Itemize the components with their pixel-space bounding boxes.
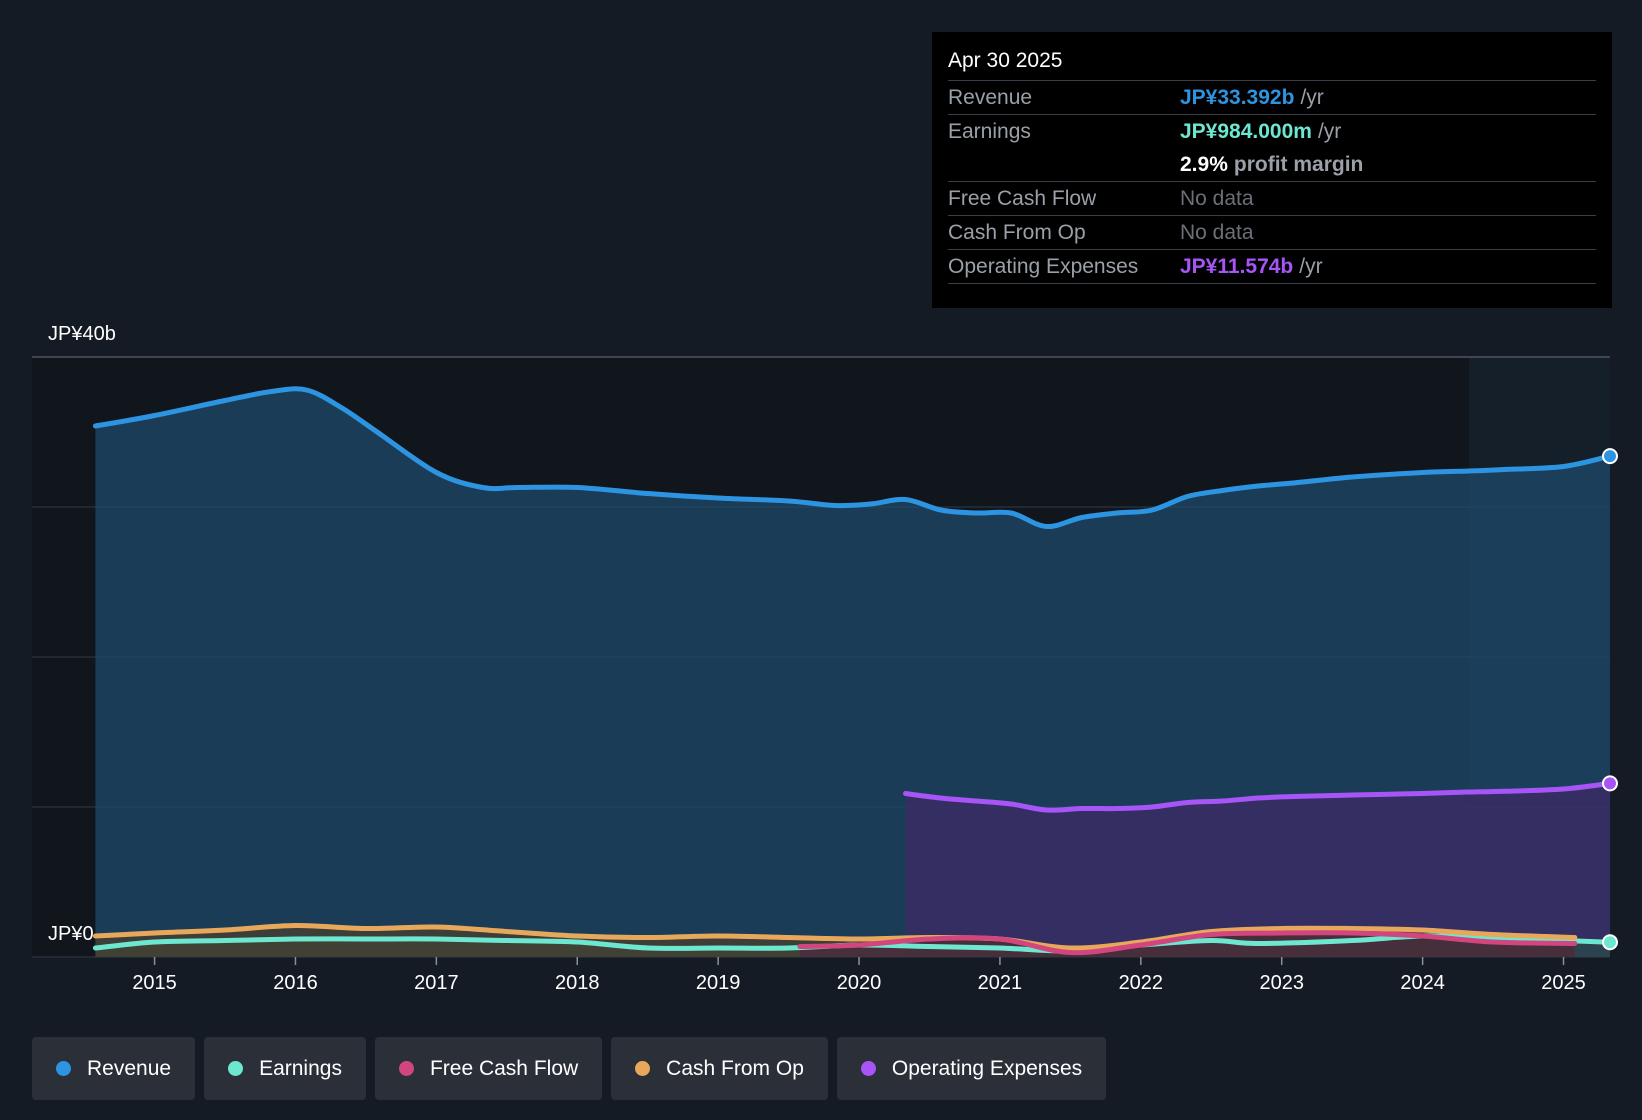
tooltip-row-profit-margin: 2.9% profit margin <box>948 148 1596 182</box>
legend-item-operating-expenses[interactable]: Operating Expenses <box>836 1037 1107 1100</box>
tooltip-unit: /yr <box>1317 120 1342 143</box>
legend-dot-icon <box>398 1061 414 1076</box>
tooltip-row-cash-from-op: Cash From Op No data <box>948 216 1596 250</box>
legend-label: Revenue <box>87 1056 172 1080</box>
tooltip-label: Operating Expenses <box>948 255 1139 278</box>
tooltip-label: Revenue <box>948 86 1033 109</box>
end-markers <box>1602 448 1618 951</box>
revenue-end-marker <box>1602 448 1618 465</box>
operating-expenses-end-marker <box>1602 775 1618 792</box>
tooltip-row-operating-expenses: Operating Expenses JP¥11.574b/yr <box>948 250 1596 284</box>
x-tick-label: 2022 <box>1119 972 1164 994</box>
x-tick-label: 2021 <box>978 972 1023 994</box>
cash-from-op-line <box>92 922 1578 951</box>
operating-expenses-area <box>905 783 1610 957</box>
x-tick-label: 2015 <box>132 972 177 994</box>
tooltip-value: JP¥33.392b <box>1180 86 1295 109</box>
legend-item-free-cash-flow[interactable]: Free Cash Flow <box>374 1037 603 1100</box>
x-tick-label: 2016 <box>273 972 318 994</box>
tooltip-value: JP¥11.574b <box>1180 255 1294 278</box>
legend-label: Operating Expenses <box>891 1056 1083 1080</box>
legend-dot-icon <box>228 1061 244 1076</box>
y-axis-top-label: JP¥40b <box>48 323 116 345</box>
legend-dot-icon <box>860 1061 876 1076</box>
tooltip-label: Earnings <box>948 120 1031 143</box>
tooltip-label: Cash From Op <box>948 221 1086 244</box>
x-tick-label: 2018 <box>555 972 600 994</box>
legend-label: Free Cash Flow <box>429 1056 579 1080</box>
y-axis-bottom-label: JP¥0 <box>48 923 94 945</box>
tooltip-unit: /yr <box>1299 255 1323 278</box>
tooltip-value: JP¥984.000m <box>1180 120 1312 143</box>
x-tick-label: 2019 <box>696 972 741 994</box>
tooltip-unit: /yr <box>1300 86 1324 109</box>
earnings-end-marker <box>1602 934 1618 951</box>
series-areas <box>95 388 1610 957</box>
legend: Revenue Earnings Free Cash Flow Cash Fro… <box>32 1037 1107 1100</box>
tooltip-label: Free Cash Flow <box>948 187 1097 210</box>
x-axis-ticks: 2015 2016 2017 2018 2019 2020 2021 2022 2023 2024… <box>132 957 1586 994</box>
legend-item-cash-from-op[interactable]: Cash From Op <box>611 1037 828 1100</box>
free-cash-flow-line <box>797 930 1578 956</box>
legend-item-revenue[interactable]: Revenue <box>32 1037 196 1100</box>
tooltip-row-free-cash-flow: Free Cash Flow No data <box>948 182 1596 216</box>
x-tick-label: 2024 <box>1400 972 1445 994</box>
legend-label: Earnings <box>259 1056 342 1080</box>
tooltip-value: No data <box>1180 221 1254 244</box>
revenue-line <box>92 386 1613 530</box>
x-tick-label: 2017 <box>414 972 459 994</box>
x-tick-label: 2020 <box>837 972 882 994</box>
tooltip-unit: profit margin <box>1233 153 1364 176</box>
tooltip-label <box>948 148 1180 181</box>
legend-item-earnings[interactable]: Earnings <box>204 1037 366 1100</box>
x-tick-label: 2025 <box>1541 972 1586 994</box>
legend-dot-icon <box>56 1061 71 1076</box>
legend-label: Cash From Op <box>666 1056 804 1080</box>
tooltip-date: Apr 30 2025 <box>948 46 1596 81</box>
tooltip-value: No data <box>1180 187 1254 210</box>
x-tick-label: 2023 <box>1259 972 1304 994</box>
tooltip-value: 2.9% <box>1180 153 1228 176</box>
series-lines <box>92 386 1613 956</box>
legend-dot-icon <box>635 1061 651 1076</box>
operating-expenses-line <box>903 780 1613 813</box>
hover-tooltip: Apr 30 2025 Revenue JP¥33.392b/yr Earnin… <box>932 32 1612 308</box>
tooltip-row-earnings: Earnings JP¥984.000m/yr <box>948 115 1596 148</box>
tooltip-row-revenue: Revenue JP¥33.392b/yr <box>948 81 1596 115</box>
